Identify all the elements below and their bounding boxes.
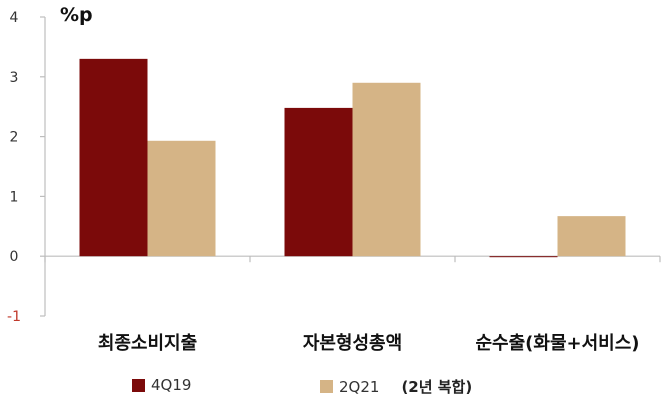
legend-item-2q21: 2Q21 (2년 복합) — [320, 376, 472, 397]
bar-2q21-1 — [147, 140, 216, 257]
legend-note: (2년 복합) — [401, 378, 473, 396]
legend-label-4q19: 4Q19 — [151, 376, 192, 394]
y-tick-label: 0 — [10, 249, 19, 265]
legend-item-4q19: 4Q19 — [132, 376, 191, 394]
y-tick-label: 3 — [10, 70, 19, 86]
category-label-1: 최종소비지출 — [98, 333, 197, 354]
legend-swatch-4q19 — [132, 378, 145, 392]
y-tick-labels: 4 3 2 1 0 -1 — [7, 10, 21, 325]
bar-2q21-3 — [557, 216, 626, 257]
legend-label-2q21: 2Q21 — [339, 377, 380, 396]
bar-4q19-3 — [489, 256, 558, 258]
category-label-2: 자본형성총액 — [303, 333, 402, 354]
category-label-3: 순수출(화물+서비스) — [475, 333, 639, 354]
x-tick-labels: 최종소비지출 자본형성총액 순수출(화물+서비스) — [98, 333, 640, 354]
y-tick-label: 2 — [10, 130, 19, 146]
legend-swatch-2q21 — [320, 380, 333, 393]
bar-4q19-1 — [79, 58, 148, 257]
y-tick-label: 1 — [10, 189, 19, 205]
bars — [79, 58, 626, 258]
unit-label: %p — [60, 4, 93, 26]
bar-2q21-2 — [352, 82, 421, 257]
y-tick-label: -1 — [7, 309, 21, 325]
y-tick-label: 4 — [10, 10, 19, 26]
bar-4q19-2 — [284, 107, 353, 257]
